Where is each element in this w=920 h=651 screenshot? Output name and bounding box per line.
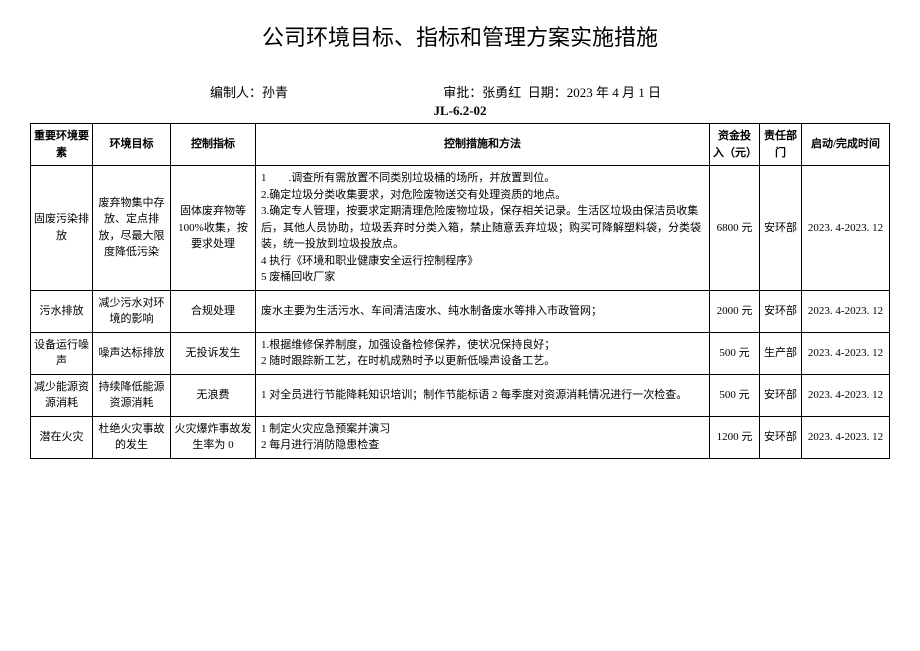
meta-row: 编制人：孙青 审批：张勇红 日期：2023 年 4 月 1 日 (30, 82, 890, 101)
table-row: 潜在火灾杜绝火灾事故的发生火灾爆炸事故发生率为 01 制定火灾应急预案并演习2 … (31, 416, 890, 458)
cell-indicator: 无投诉发生 (171, 332, 256, 374)
cell-goal: 噪声达标排放 (93, 332, 171, 374)
cell-indicator: 合规处理 (171, 290, 256, 332)
cell-dept: 安环部 (760, 416, 802, 458)
table-row: 减少能源资源消耗持续降低能源资源消耗无浪费1 对全员进行节能降耗知识培训；制作节… (31, 374, 890, 416)
cell-dept: 安环部 (760, 374, 802, 416)
cell-goal: 杜绝火灾事故的发生 (93, 416, 171, 458)
doc-code: JL-6.2-02 (30, 103, 890, 119)
cell-dept: 安环部 (760, 290, 802, 332)
col-measures: 控制措施和方法 (256, 124, 710, 166)
author-name: 孙青 (262, 85, 288, 100)
cell-indicator: 火灾爆炸事故发生率为 0 (171, 416, 256, 458)
cell-goal: 持续降低能源资源消耗 (93, 374, 171, 416)
cell-factor: 设备运行噪声 (31, 332, 93, 374)
cell-factor: 潜在火灾 (31, 416, 93, 458)
approver-name: 张勇红 (482, 85, 521, 100)
cell-factor: 固废污染排放 (31, 166, 93, 291)
author-label: 编制人： (210, 85, 262, 100)
cell-time: 2023. 4-2023. 12 (802, 374, 890, 416)
cell-measures: 1 对全员进行节能降耗知识培训；制作节能标语 2 每季度对资源消耗情况进行一次检… (256, 374, 710, 416)
cell-indicator: 无浪费 (171, 374, 256, 416)
date-value: 2023 年 4 月 1 日 (567, 85, 661, 100)
cell-cost: 500 元 (710, 332, 760, 374)
cell-goal: 废弃物集中存放、定点排放，尽最大限度降低污染 (93, 166, 171, 291)
cell-time: 2023. 4-2023. 12 (802, 166, 890, 291)
cell-cost: 6800 元 (710, 166, 760, 291)
page-title: 公司环境目标、指标和管理方案实施措施 (30, 20, 890, 52)
col-dept: 责任部门 (760, 124, 802, 166)
cell-indicator: 固体废弃物等 100%收集，按要求处理 (171, 166, 256, 291)
table-row: 污水排放减少污水对环境的影响合规处理废水主要为生活污水、车间清洁废水、纯水制备废… (31, 290, 890, 332)
cell-measures: 1 制定火灾应急预案并演习2 每月进行消防隐患检查 (256, 416, 710, 458)
cell-time: 2023. 4-2023. 12 (802, 416, 890, 458)
cell-measures: 废水主要为生活污水、车间清洁废水、纯水制备废水等排入市政管网； (256, 290, 710, 332)
cell-cost: 1200 元 (710, 416, 760, 458)
table-header-row: 重要环境要素 环境目标 控制指标 控制措施和方法 资金投入（元） 责任部门 启动… (31, 124, 890, 166)
table-row: 固废污染排放废弃物集中存放、定点排放，尽最大限度降低污染固体废弃物等 100%收… (31, 166, 890, 291)
cell-measures: 1.根据维修保养制度，加强设备检修保养，使状况保持良好；2 随时跟踪新工艺，在时… (256, 332, 710, 374)
cell-dept: 安环部 (760, 166, 802, 291)
table-row: 设备运行噪声噪声达标排放无投诉发生1.根据维修保养制度，加强设备检修保养，使状况… (31, 332, 890, 374)
col-cost: 资金投入（元） (710, 124, 760, 166)
cell-factor: 污水排放 (31, 290, 93, 332)
cell-dept: 生产部 (760, 332, 802, 374)
cell-time: 2023. 4-2023. 12 (802, 332, 890, 374)
col-factor: 重要环境要素 (31, 124, 93, 166)
cell-measures: 1 .调查所有需放置不同类别垃圾桶的场所，并放置到位。2.确定垃圾分类收集要求，… (256, 166, 710, 291)
main-table: 重要环境要素 环境目标 控制指标 控制措施和方法 资金投入（元） 责任部门 启动… (30, 123, 890, 459)
cell-cost: 500 元 (710, 374, 760, 416)
col-time: 启动/完成时间 (802, 124, 890, 166)
cell-time: 2023. 4-2023. 12 (802, 290, 890, 332)
cell-goal: 减少污水对环境的影响 (93, 290, 171, 332)
col-goal: 环境目标 (93, 124, 171, 166)
cell-factor: 减少能源资源消耗 (31, 374, 93, 416)
date-label: 日期： (528, 85, 567, 100)
approver-label: 审批： (443, 85, 482, 100)
cell-cost: 2000 元 (710, 290, 760, 332)
col-indicator: 控制指标 (171, 124, 256, 166)
